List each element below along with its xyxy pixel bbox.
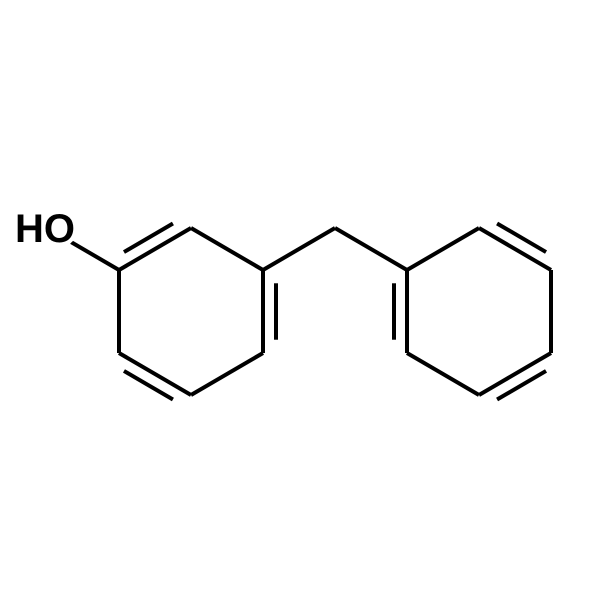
- atom-label: HO: [15, 207, 75, 251]
- canvas-bg: [0, 0, 600, 600]
- atom-labels: HOHO: [15, 207, 75, 251]
- molecule-diagram: HOHO: [0, 0, 600, 600]
